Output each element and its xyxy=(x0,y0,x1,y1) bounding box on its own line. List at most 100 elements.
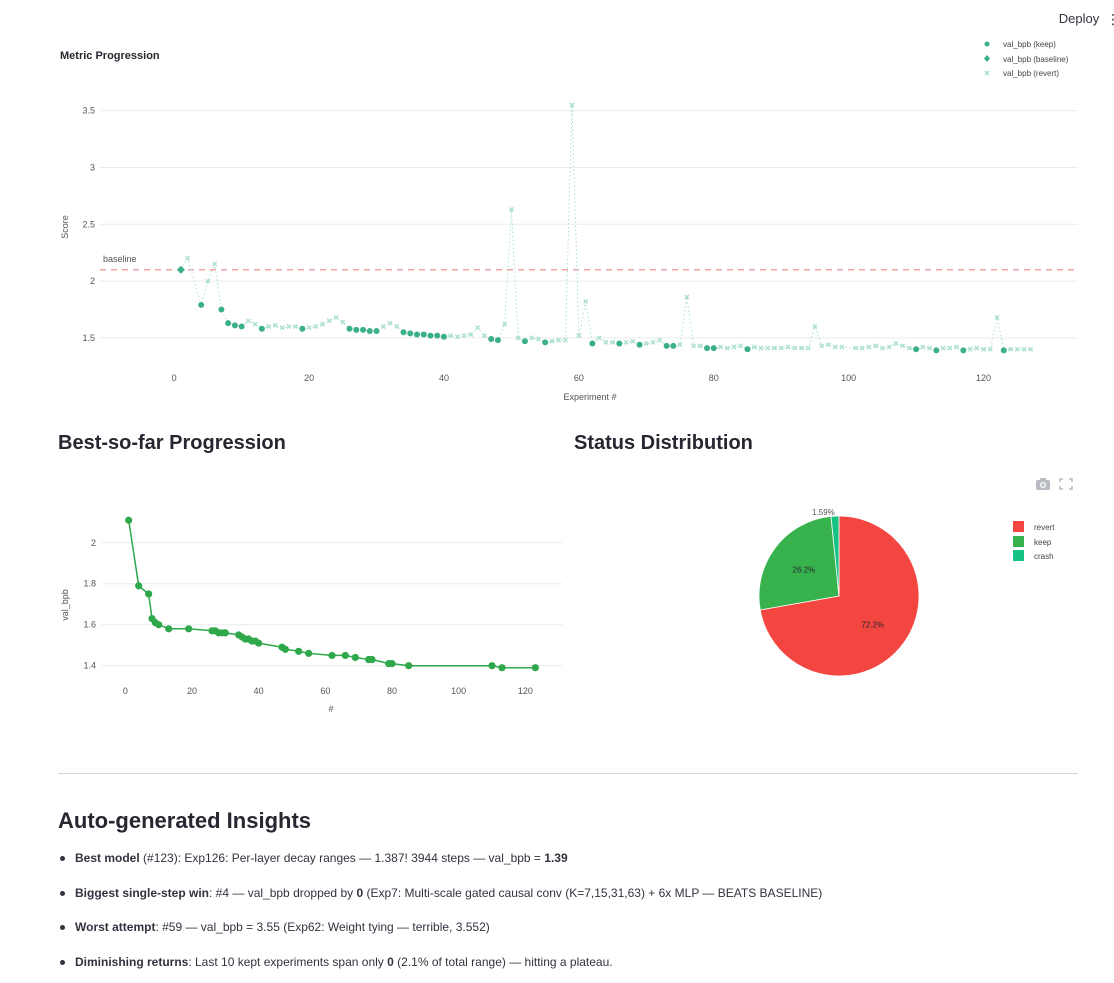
best-point[interactable] xyxy=(282,646,289,653)
revert-point[interactable] xyxy=(584,300,588,304)
revert-point[interactable] xyxy=(786,345,790,349)
best-point[interactable] xyxy=(255,640,262,647)
keep-point[interactable] xyxy=(360,327,366,333)
best-point[interactable] xyxy=(368,656,375,663)
revert-point[interactable] xyxy=(624,340,628,344)
keep-point[interactable] xyxy=(239,324,245,330)
best-point[interactable] xyxy=(352,654,359,661)
best-point[interactable] xyxy=(135,582,142,589)
keep-point[interactable] xyxy=(495,337,501,343)
revert-point[interactable] xyxy=(955,345,959,349)
best-point[interactable] xyxy=(145,590,152,597)
revert-point[interactable] xyxy=(975,346,979,350)
revert-point[interactable] xyxy=(739,344,743,348)
camera-icon[interactable] xyxy=(1034,476,1052,492)
keep-point[interactable] xyxy=(259,326,265,332)
keep-point[interactable] xyxy=(522,338,528,344)
revert-point[interactable] xyxy=(482,334,486,338)
keep-point[interactable] xyxy=(711,345,717,351)
keep-point[interactable] xyxy=(488,336,494,342)
revert-point[interactable] xyxy=(321,322,325,326)
keep-point[interactable] xyxy=(353,327,359,333)
revert-point[interactable] xyxy=(462,334,466,338)
best-point[interactable] xyxy=(498,664,505,671)
revert-point[interactable] xyxy=(307,326,311,330)
revert-point[interactable] xyxy=(253,322,257,326)
keep-point[interactable] xyxy=(670,343,676,349)
keep-point[interactable] xyxy=(427,333,433,339)
keep-point[interactable] xyxy=(664,343,670,349)
keep-point[interactable] xyxy=(441,334,447,340)
keep-point[interactable] xyxy=(913,346,919,352)
keep-point[interactable] xyxy=(933,347,939,353)
baseline-point[interactable] xyxy=(177,266,185,274)
keep-point[interactable] xyxy=(704,345,710,351)
revert-point[interactable] xyxy=(860,346,864,350)
keep-point[interactable] xyxy=(218,306,224,312)
keep-point[interactable] xyxy=(299,326,305,332)
revert-point[interactable] xyxy=(658,338,662,342)
best-point[interactable] xyxy=(388,660,395,667)
keep-point[interactable] xyxy=(637,342,643,348)
deploy-button[interactable]: Deploy xyxy=(1055,8,1103,30)
keep-point[interactable] xyxy=(198,302,204,308)
best-point[interactable] xyxy=(155,621,162,628)
revert-point[interactable] xyxy=(388,321,392,325)
revert-point[interactable] xyxy=(186,256,190,260)
revert-point[interactable] xyxy=(476,326,480,330)
keep-point[interactable] xyxy=(374,328,380,334)
revert-point[interactable] xyxy=(732,345,736,349)
keep-point[interactable] xyxy=(434,333,440,339)
best-point[interactable] xyxy=(488,662,495,669)
revert-point[interactable] xyxy=(246,319,250,323)
revert-point[interactable] xyxy=(563,338,567,342)
revert-point[interactable] xyxy=(469,332,473,336)
best-point[interactable] xyxy=(295,648,302,655)
keep-point[interactable] xyxy=(960,347,966,353)
revert-point[interactable] xyxy=(968,347,972,351)
revert-point[interactable] xyxy=(287,325,291,329)
main-menu-icon[interactable]: ⋮ xyxy=(1106,8,1114,30)
keep-point[interactable] xyxy=(407,330,413,336)
keep-point[interactable] xyxy=(347,326,353,332)
keep-point[interactable] xyxy=(421,331,427,337)
revert-point[interactable] xyxy=(766,346,770,350)
keep-point[interactable] xyxy=(616,341,622,347)
keep-point[interactable] xyxy=(367,328,373,334)
pie-legend[interactable]: revert keep crash xyxy=(1013,521,1055,561)
revert-point[interactable] xyxy=(806,346,810,350)
fullscreen-icon[interactable] xyxy=(1057,476,1075,492)
keep-point[interactable] xyxy=(589,341,595,347)
revert-point[interactable] xyxy=(604,340,608,344)
revert-point[interactable] xyxy=(395,325,399,329)
best-point[interactable] xyxy=(222,629,229,636)
keep-point[interactable] xyxy=(225,320,231,326)
best-point[interactable] xyxy=(342,652,349,659)
revert-point[interactable] xyxy=(1022,347,1026,351)
revert-point[interactable] xyxy=(813,325,817,329)
best-point[interactable] xyxy=(405,662,412,669)
best-point[interactable] xyxy=(165,625,172,632)
revert-point[interactable] xyxy=(334,315,338,319)
revert-point[interactable] xyxy=(651,340,655,344)
pie-slice-keep[interactable] xyxy=(759,516,839,610)
keep-point[interactable] xyxy=(542,339,548,345)
revert-point[interactable] xyxy=(341,320,345,324)
revert-point[interactable] xyxy=(381,325,385,329)
best-point[interactable] xyxy=(305,650,312,657)
revert-point[interactable] xyxy=(1029,347,1033,351)
keep-point[interactable] xyxy=(1001,347,1007,353)
keep-point[interactable] xyxy=(401,329,407,335)
revert-point[interactable] xyxy=(631,339,635,343)
keep-point[interactable] xyxy=(414,331,420,337)
revert-point[interactable] xyxy=(213,262,217,266)
best-point[interactable] xyxy=(125,517,132,524)
keep-point[interactable] xyxy=(745,346,751,352)
best-point[interactable] xyxy=(328,652,335,659)
metric-legend[interactable]: val_bpb (keep) val_bpb (baseline) val_bp… xyxy=(984,40,1069,78)
best-point[interactable] xyxy=(185,625,192,632)
revert-point[interactable] xyxy=(921,345,925,349)
revert-point[interactable] xyxy=(887,345,891,349)
best-point[interactable] xyxy=(532,664,539,671)
revert-point[interactable] xyxy=(840,345,844,349)
